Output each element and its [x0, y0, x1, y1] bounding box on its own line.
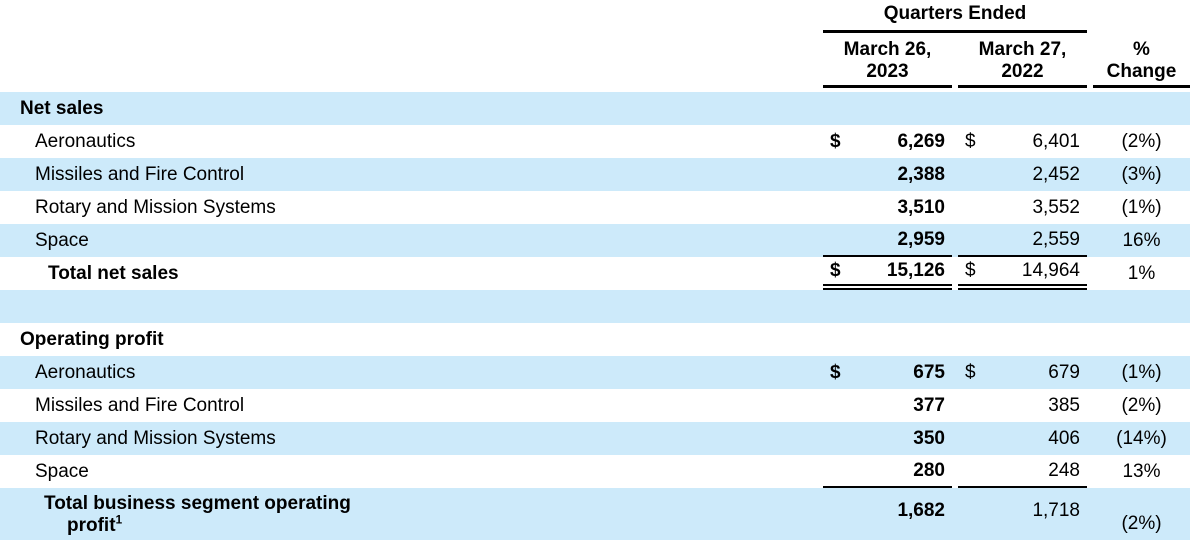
amount-2022: 1,718 [958, 486, 1087, 535]
amount-2023: $6,269 [823, 125, 952, 158]
percent-change: (2%) [1121, 394, 1162, 416]
percent-change: 1% [1127, 262, 1156, 284]
header-col-percent-change: % Change [1093, 39, 1190, 88]
amount-2023: 1,682 [823, 486, 952, 535]
header-col-2022-line1: March 27, [978, 39, 1067, 60]
amount-2023: 377 [823, 389, 952, 422]
section-title: Net sales [20, 97, 104, 119]
row-label: Missiles and Fire Control [35, 394, 245, 416]
value-2022: 679 [1048, 361, 1080, 383]
header-col-percent-line2: Change [1106, 61, 1177, 82]
value-2022: 248 [1048, 459, 1080, 481]
table-row-op-space: Space 280 248 13% [0, 455, 1190, 488]
value-2022: 6,401 [1032, 130, 1080, 152]
section-title: Operating profit [20, 328, 164, 350]
percent-change: (2%) [1121, 513, 1162, 534]
table-row-net-sales-aeronautics: Aeronautics $6,269 $6,401 (2%) [0, 125, 1190, 158]
header-quarters-group: Quarters Ended March 26, 2023 March 27, … [823, 0, 1087, 88]
amount-2022: $14,964 [958, 257, 1087, 290]
value-2023: 3,510 [897, 196, 945, 218]
header-col-2023: March 26, 2023 [823, 39, 952, 88]
header-col-2023-line1: March 26, [843, 39, 932, 60]
value-2023: 15,126 [886, 259, 945, 281]
table-row-total-net-sales: Total net sales $15,126 $14,964 1% [0, 257, 1190, 290]
amount-2023: $675 [823, 356, 952, 389]
percent-change: 13% [1122, 460, 1161, 482]
header-col-2022-line2: 2022 [1001, 61, 1044, 82]
amount-2023: $15,126 [823, 257, 952, 290]
amount-2023: 2,959 [823, 224, 952, 257]
value-2022: 1,718 [1032, 499, 1080, 521]
currency-symbol: $ [830, 130, 841, 152]
amount-2022: 248 [958, 455, 1087, 488]
row-label-line1: Total business segment operating [44, 493, 351, 514]
table-row-net-sales-rms: Rotary and Mission Systems 3,510 3,552 (… [0, 191, 1190, 224]
amount-2022: 2,452 [958, 158, 1087, 191]
row-label: Space [35, 460, 89, 482]
percent-change: (2%) [1121, 130, 1162, 152]
amount-2022: 406 [958, 422, 1087, 455]
header-col-2022: March 27, 2022 [958, 39, 1087, 88]
section-header-operating-profit: Operating profit [0, 323, 1190, 356]
row-label: Space [35, 229, 89, 251]
value-2022: 14,964 [1021, 259, 1080, 281]
value-2022: 385 [1048, 394, 1080, 416]
table-row-net-sales-mfc: Missiles and Fire Control 2,388 2,452 (3… [0, 158, 1190, 191]
value-2023: 6,269 [897, 130, 945, 152]
table-row-op-aeronautics: Aeronautics $675 $679 (1%) [0, 356, 1190, 389]
row-label: Aeronautics [35, 130, 136, 152]
value-2023: 350 [913, 427, 945, 449]
row-label: Aeronautics [35, 361, 136, 383]
amount-2022: $679 [958, 356, 1087, 389]
amount-2022: 3,552 [958, 191, 1087, 224]
header-date-columns: March 26, 2023 March 27, 2022 [823, 39, 1087, 88]
header-col-percent-line1: % [1133, 39, 1150, 60]
header-col-2023-line2: 2023 [866, 61, 909, 82]
currency-symbol: $ [830, 259, 841, 281]
percent-change: (14%) [1116, 427, 1167, 449]
table-header: Quarters Ended March 26, 2023 March 27, … [0, 0, 1190, 92]
table-row-total-business-segment-operating-profit: Total business segment operating profit1… [0, 488, 1190, 540]
value-2022: 406 [1048, 427, 1080, 449]
table-row-op-mfc: Missiles and Fire Control 377 385 (2%) [0, 389, 1190, 422]
amount-2023: 280 [823, 455, 952, 488]
amount-2022: $6,401 [958, 125, 1087, 158]
value-2023: 2,959 [897, 228, 945, 250]
value-2022: 2,452 [1032, 163, 1080, 185]
row-label: Rotary and Mission Systems [35, 196, 276, 218]
value-2023: 675 [913, 361, 945, 383]
percent-change: (1%) [1121, 196, 1162, 218]
bottom-filler [0, 540, 1190, 544]
row-label-line2: profit1 [67, 512, 123, 536]
value-2023: 1,682 [897, 499, 945, 521]
percent-change: (3%) [1121, 163, 1162, 185]
value-2023: 2,388 [897, 163, 945, 185]
currency-symbol: $ [965, 259, 976, 281]
currency-symbol: $ [965, 361, 976, 383]
value-2022: 2,559 [1032, 228, 1080, 250]
value-2023: 280 [913, 459, 945, 481]
table-row-net-sales-space: Space 2,959 2,559 16% [0, 224, 1190, 257]
header-quarters-ended: Quarters Ended [823, 0, 1087, 33]
amount-2023: 350 [823, 422, 952, 455]
table-row-op-rms: Rotary and Mission Systems 350 406 (14%) [0, 422, 1190, 455]
row-label: Total net sales [48, 262, 179, 284]
amount-2022: 385 [958, 389, 1087, 422]
row-label: Rotary and Mission Systems [35, 427, 276, 449]
currency-symbol: $ [965, 130, 976, 152]
percent-change: 16% [1122, 229, 1161, 251]
section-header-net-sales: Net sales [0, 92, 1190, 125]
value-2022: 3,552 [1032, 196, 1080, 218]
percent-change: (1%) [1121, 361, 1162, 383]
amount-2022: 2,559 [958, 224, 1087, 257]
row-label: Missiles and Fire Control [35, 163, 245, 185]
row-label: Total business segment operating profit1 [0, 493, 823, 537]
footnote-marker: 1 [115, 512, 123, 527]
amount-2023: 3,510 [823, 191, 952, 224]
currency-symbol: $ [830, 361, 841, 383]
spacer-row [0, 290, 1190, 323]
amount-2023: 2,388 [823, 158, 952, 191]
value-2023: 377 [913, 394, 945, 416]
